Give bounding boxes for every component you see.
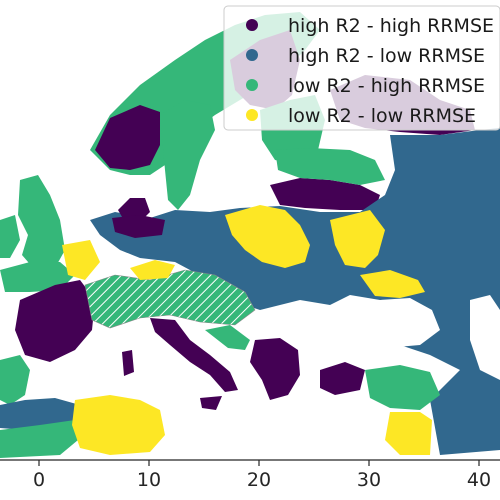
region-ukraine xyxy=(330,210,385,268)
region-italy xyxy=(150,318,238,392)
x-tick-label: 20 xyxy=(247,469,271,491)
region-ireland xyxy=(0,215,20,258)
region-russia-north xyxy=(270,178,380,210)
region-north-africa-east xyxy=(72,395,165,455)
legend-box xyxy=(223,5,500,131)
region-balkans xyxy=(205,325,250,350)
region-anatolia xyxy=(365,365,440,410)
legend-label: high R2 - low RRMSE xyxy=(288,45,485,67)
legend-marker-yellow xyxy=(246,109,258,121)
x-axis-ticks xyxy=(38,460,480,466)
region-eastern-europe xyxy=(90,128,500,455)
legend-label: low R2 - high RRMSE xyxy=(288,75,485,97)
region-alps-north xyxy=(130,260,175,280)
x-tick-label: 30 xyxy=(357,469,381,491)
region-middle-east xyxy=(385,412,432,455)
legend-label: low R2 - low RRMSE xyxy=(288,105,476,127)
region-north-germany xyxy=(112,215,165,238)
region-south-ukraine xyxy=(360,270,425,298)
region-caspian-sea xyxy=(470,295,500,380)
region-baltic xyxy=(275,148,385,185)
legend: high R2 - high RRMSE high R2 - low RRMSE… xyxy=(223,5,500,131)
x-tick-label: 40 xyxy=(467,469,491,491)
region-sicily xyxy=(200,396,222,410)
region-belarus xyxy=(225,205,310,268)
region-iberia-west xyxy=(0,355,30,405)
x-tick-label: 10 xyxy=(137,469,161,491)
legend-marker-blue xyxy=(246,49,258,61)
region-northeast-france xyxy=(62,240,100,280)
region-sardinia xyxy=(122,350,134,376)
region-france xyxy=(15,280,95,362)
region-great-britain xyxy=(18,175,65,270)
legend-marker-purple xyxy=(246,19,258,31)
legend-marker-green xyxy=(246,79,258,91)
region-sweden xyxy=(160,100,215,210)
region-south-norway xyxy=(95,105,160,170)
region-greece xyxy=(250,338,300,400)
x-tick-label: 0 xyxy=(33,469,45,491)
region-north-france xyxy=(0,262,75,292)
legend-label: high R2 - high RRMSE xyxy=(288,15,494,37)
region-north-africa-west xyxy=(0,420,78,458)
region-turkey xyxy=(320,362,365,395)
region-black-sea xyxy=(330,295,440,348)
